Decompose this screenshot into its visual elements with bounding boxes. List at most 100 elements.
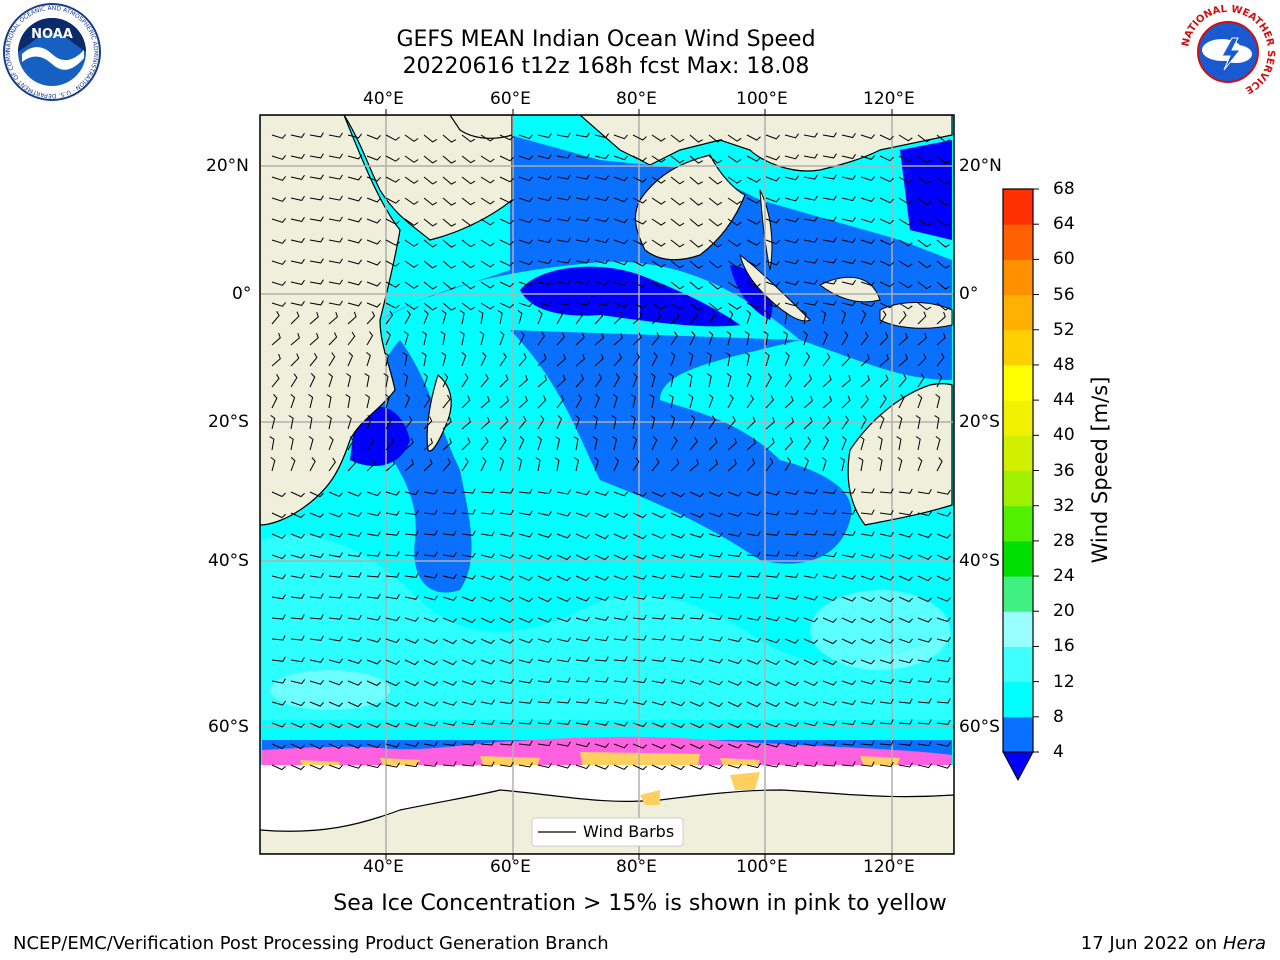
wind-barb bbox=[746, 302, 761, 309]
wind-barb bbox=[670, 657, 685, 663]
wind-barb bbox=[632, 614, 647, 620]
wind-barb bbox=[670, 722, 685, 728]
wind-barb bbox=[708, 722, 723, 729]
wind-barb bbox=[917, 637, 932, 643]
wind-barb bbox=[746, 218, 761, 225]
wind-barb bbox=[879, 617, 894, 624]
wind-barb bbox=[917, 554, 932, 560]
wind-barb bbox=[573, 457, 579, 472]
wind-barb bbox=[556, 698, 571, 704]
wind-barb bbox=[651, 656, 666, 662]
wind-barb bbox=[385, 530, 400, 536]
wind-barb bbox=[822, 574, 837, 580]
colorbar-tick-label: 52 bbox=[1053, 319, 1075, 340]
wind-barb bbox=[575, 616, 590, 622]
wind-barb bbox=[898, 197, 913, 205]
colorbar-label: Wind Speed [m/s] bbox=[1088, 376, 1112, 564]
wind-barb bbox=[328, 216, 343, 222]
wind-barb bbox=[898, 575, 913, 582]
wind-barb bbox=[917, 489, 932, 495]
wind-barb bbox=[841, 552, 856, 558]
wind-barb bbox=[365, 394, 370, 409]
wind-barb bbox=[727, 176, 742, 184]
wind-barb bbox=[668, 394, 674, 409]
wind-barb bbox=[499, 416, 509, 430]
wind-barb bbox=[803, 701, 818, 707]
wind-barb bbox=[537, 395, 547, 409]
wind-barb bbox=[575, 174, 590, 180]
wind-barb bbox=[403, 373, 409, 388]
wind-barb bbox=[632, 260, 647, 267]
wind-barb bbox=[841, 175, 856, 181]
wind-barb bbox=[423, 573, 438, 579]
wind-barb bbox=[592, 436, 598, 451]
wind-barb bbox=[575, 279, 590, 285]
wind-barb bbox=[290, 195, 305, 201]
wind-barb bbox=[897, 415, 903, 430]
wind-barb bbox=[347, 722, 362, 729]
wind-barb bbox=[803, 153, 818, 159]
wind-barb bbox=[651, 574, 667, 580]
wind-barb bbox=[898, 740, 913, 746]
wind-barb bbox=[309, 533, 324, 538]
wind-barb bbox=[650, 414, 656, 430]
wind-barb bbox=[309, 311, 319, 325]
wind-barb bbox=[535, 457, 541, 472]
wind-barb bbox=[366, 680, 381, 687]
colorbar-segment bbox=[1003, 329, 1033, 366]
wind-barb bbox=[651, 457, 660, 472]
wind-barb bbox=[518, 488, 533, 494]
wind-barb bbox=[575, 354, 585, 367]
wind-barb bbox=[803, 258, 818, 264]
wind-barb bbox=[765, 134, 780, 140]
wind-barb bbox=[803, 195, 818, 201]
wind-barb bbox=[765, 530, 780, 536]
wind-barb bbox=[290, 593, 305, 599]
wind-barb bbox=[575, 394, 583, 409]
wind-barb bbox=[347, 280, 363, 286]
wind-barb bbox=[936, 741, 951, 747]
colorbar-tick-label: 36 bbox=[1053, 460, 1075, 481]
wind-barb bbox=[480, 488, 495, 494]
wind-barb bbox=[726, 330, 732, 346]
wind-barb bbox=[784, 594, 799, 600]
wind-barb bbox=[670, 134, 685, 143]
wind-barb bbox=[708, 743, 723, 749]
wind-barb bbox=[271, 134, 286, 139]
wind-barb bbox=[442, 197, 457, 206]
wind-barb bbox=[290, 216, 305, 222]
wind-barb bbox=[518, 353, 527, 367]
wind-barb bbox=[936, 332, 946, 346]
wind-barb bbox=[309, 512, 324, 518]
wind-barb bbox=[670, 458, 680, 472]
wind-barb bbox=[879, 596, 894, 603]
wind-barb bbox=[290, 491, 305, 498]
wind-barb bbox=[898, 373, 907, 388]
wind-barb bbox=[594, 311, 604, 325]
wind-barb bbox=[364, 373, 370, 388]
wind-barb bbox=[632, 554, 647, 560]
colorbar-tick-label: 12 bbox=[1053, 671, 1075, 692]
wind-barb bbox=[366, 511, 382, 517]
wind-barb bbox=[860, 719, 875, 725]
wind-barb bbox=[423, 134, 438, 143]
wind-barb bbox=[746, 438, 756, 451]
wind-barb bbox=[385, 551, 400, 557]
wind-barb bbox=[651, 332, 660, 346]
colorbar-segment bbox=[1003, 189, 1033, 225]
wind-barb bbox=[936, 511, 951, 517]
wind-barb bbox=[499, 659, 514, 664]
wind-barb bbox=[765, 281, 780, 287]
wind-barb bbox=[537, 175, 552, 181]
wind-barb bbox=[440, 331, 446, 346]
wind-barb bbox=[841, 217, 856, 223]
wind-barb bbox=[271, 764, 286, 771]
wind-barb bbox=[670, 553, 685, 559]
wind-barb bbox=[366, 701, 381, 708]
wind-barb bbox=[802, 331, 808, 346]
wind-barb bbox=[877, 436, 883, 451]
wind-barb bbox=[442, 659, 457, 666]
wind-barb bbox=[480, 509, 495, 515]
colorbar-segment bbox=[1003, 435, 1033, 471]
